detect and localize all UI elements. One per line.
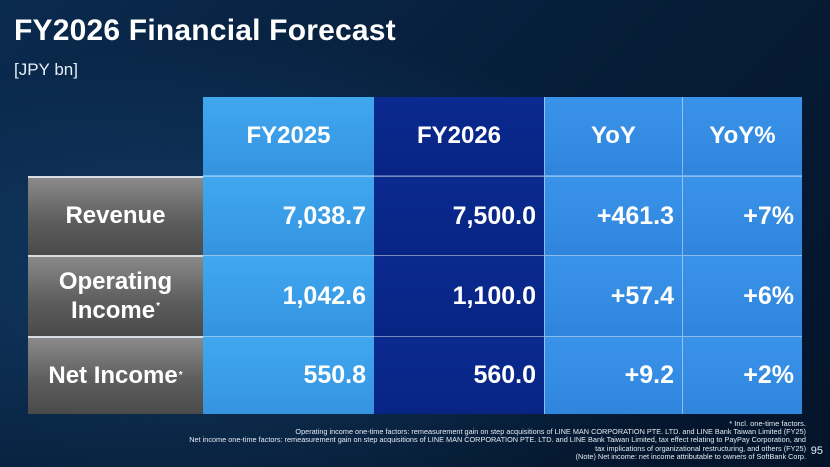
row-label-text: Revenue xyxy=(65,202,166,230)
row-label-text: Net Income xyxy=(48,361,178,389)
row-label-revenue: Revenue xyxy=(28,176,203,255)
operating-income-yoy: +57.4 xyxy=(544,255,682,336)
row-label-operating-income: Operating Income* xyxy=(28,255,203,336)
row-label-text: Operating Income* xyxy=(59,268,172,326)
row-label-line2-text: Income xyxy=(71,296,156,324)
footnote-marker: * xyxy=(156,300,160,312)
table-corner xyxy=(28,97,203,176)
unit-label: [JPY bn] xyxy=(14,60,78,79)
column-header-yoy-percent: YoY% xyxy=(682,97,802,176)
forecast-table: FY2025 FY2026 YoY YoY% Revenue 7,038.7 7… xyxy=(28,97,802,414)
operating-income-fy2025: 1,042.6 xyxy=(203,255,374,336)
footnote-marker: * xyxy=(178,370,183,381)
revenue-fy2026: 7,500.0 xyxy=(374,176,544,255)
row-label-line2: Income* xyxy=(59,297,172,326)
net-income-fy2025: 550.8 xyxy=(203,336,374,414)
footnote-net-income-line2: tax implications of organizational restr… xyxy=(595,443,806,453)
footnotes: * Incl. one-time factors. Operating inco… xyxy=(189,419,806,461)
footnote-incl: * Incl. one-time factors. xyxy=(729,419,806,428)
row-label-line1: Operating xyxy=(58,267,173,295)
footnote-operating-income: Operating income one-time factors: remea… xyxy=(295,427,806,437)
row-label-net-income: Net Income * xyxy=(28,336,203,414)
revenue-yoy-percent: +7% xyxy=(682,176,802,255)
revenue-fy2025: 7,038.7 xyxy=(203,176,374,255)
column-header-fy2025: FY2025 xyxy=(203,97,374,176)
footnote-note: (Note) Net income: net income attributab… xyxy=(575,451,806,461)
page-number: 95 xyxy=(810,445,823,457)
footnote-net-income-line1: Net income one-time factors: remeasureme… xyxy=(189,435,806,445)
page-title: FY2026 Financial Forecast xyxy=(14,14,396,47)
column-header-yoy: YoY xyxy=(544,97,682,176)
net-income-fy2026: 560.0 xyxy=(374,336,544,414)
operating-income-yoy-percent: +6% xyxy=(682,255,802,336)
operating-income-fy2026: 1,100.0 xyxy=(374,255,544,336)
net-income-yoy-percent: +2% xyxy=(682,336,802,414)
revenue-yoy: +461.3 xyxy=(544,176,682,255)
net-income-yoy: +9.2 xyxy=(544,336,682,414)
column-header-fy2026: FY2026 xyxy=(374,97,544,176)
